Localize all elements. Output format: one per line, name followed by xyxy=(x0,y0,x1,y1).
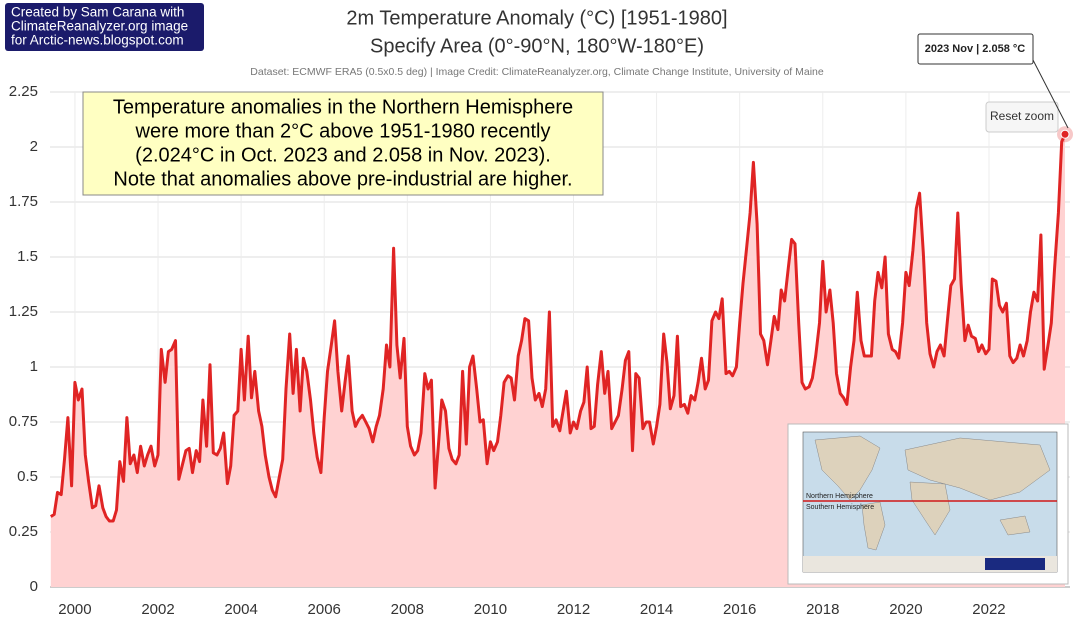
annotation-text: (2.024°C in Oct. 2023 and 2.058 in Nov. … xyxy=(135,144,551,166)
chart-subtitle: Specify Area (0°-90°N, 180°W-180°E) xyxy=(370,35,704,57)
y-tick-label: 0.25 xyxy=(9,523,38,540)
land xyxy=(909,481,951,536)
point-marker xyxy=(1060,129,1070,139)
inset-badge xyxy=(985,558,1045,570)
x-tick-label: 2010 xyxy=(474,601,507,618)
inset-label: Southern Hemisphere xyxy=(806,504,874,511)
land xyxy=(861,501,886,551)
annotation-text: Temperature anomalies in the Northern He… xyxy=(113,96,573,118)
y-tick-label: 0.5 xyxy=(17,468,38,485)
x-tick-label: 2016 xyxy=(723,601,756,618)
y-tick-label: 2 xyxy=(30,138,38,155)
x-tick-label: 2018 xyxy=(806,601,839,618)
tooltip-pointer xyxy=(1032,59,1069,129)
line xyxy=(49,133,1067,523)
y-tick-label: 1 xyxy=(30,358,38,375)
annotation-text: were more than 2°C above 1951-1980 recen… xyxy=(135,120,551,142)
source-text: Dataset: ECMWF ERA5 (0.5x0.5 deg) | Imag… xyxy=(250,66,824,78)
y-tick-label: 1.25 xyxy=(9,303,38,320)
credit-text: Created by Sam Carana with xyxy=(11,5,184,20)
x-tick-label: 2006 xyxy=(308,601,341,618)
land xyxy=(999,515,1031,536)
reset-zoom-button[interactable] xyxy=(985,101,1059,133)
annotation-box xyxy=(82,91,604,196)
x-tick-label: 2008 xyxy=(391,601,424,618)
chart-title: 2m Temperature Anomaly (°C) [1951-1980] xyxy=(346,7,727,29)
credit-text: for Arctic-news.blogspot.com xyxy=(11,33,184,48)
annotation-text: Note that anomalies above pre-industrial… xyxy=(113,168,572,190)
y-tick-label: 1.5 xyxy=(17,248,38,265)
inset-map: Northern Hemisphere Southern Hemisphere xyxy=(787,423,1069,585)
y-tick-label: 0 xyxy=(30,578,38,595)
x-tick-label: 2002 xyxy=(141,601,174,618)
x-tick-label: 2020 xyxy=(889,601,922,618)
inset-label: Northern Hemisphere xyxy=(806,493,873,500)
x-tick-label: 2022 xyxy=(972,601,1005,618)
credit-box xyxy=(5,3,204,51)
y-tick-label: 2.25 xyxy=(9,83,38,100)
land xyxy=(814,435,881,501)
x-tick-label: 2012 xyxy=(557,601,590,618)
x-tick-label: 2014 xyxy=(640,601,673,618)
land xyxy=(904,437,1051,501)
x-tick-label: 2000 xyxy=(58,601,91,618)
tooltip-box xyxy=(917,33,1034,65)
x-tick-label: 2004 xyxy=(224,601,257,618)
reset-zoom-label[interactable]: Reset zoom xyxy=(990,109,1054,123)
credit-text: ClimateReanalyzer.org image xyxy=(11,19,188,34)
y-tick-label: 1.75 xyxy=(9,193,38,210)
tooltip-text: 2023 Nov | 2.058 °C xyxy=(925,43,1025,55)
y-tick-label: 0.75 xyxy=(9,413,38,430)
